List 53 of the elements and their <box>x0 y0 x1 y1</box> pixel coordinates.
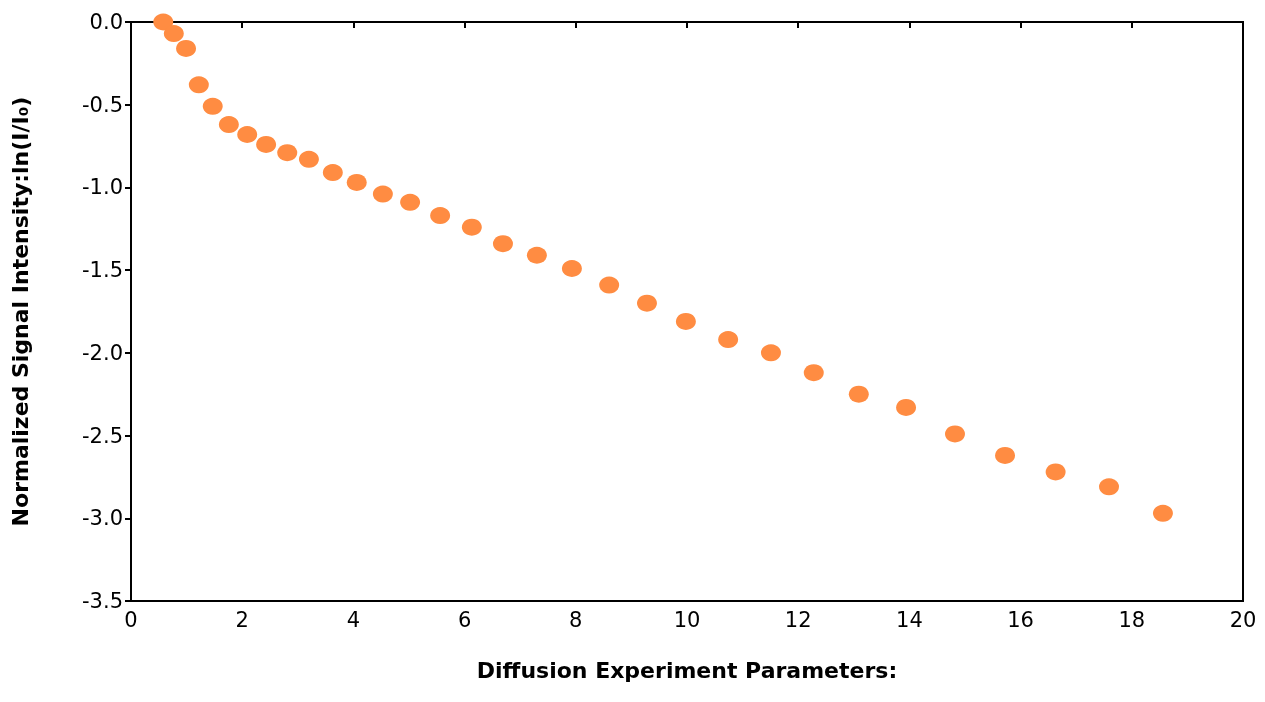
x-tick-label: 16 <box>1007 607 1034 632</box>
y-tick-label: -3.5 <box>82 589 123 613</box>
y-tick-label: -3.0 <box>82 506 123 531</box>
point <box>1099 478 1119 496</box>
point <box>176 39 197 57</box>
x-tick-label: 10 <box>673 607 701 632</box>
x-tick-label: 4 <box>346 607 361 632</box>
point <box>636 294 657 312</box>
y-tick-label: -2.5 <box>82 423 123 448</box>
y-tick-label: -1.0 <box>82 175 123 200</box>
point <box>202 97 223 115</box>
point <box>372 185 393 203</box>
point <box>995 446 1016 464</box>
point <box>561 259 582 277</box>
x-tick-label: 12 <box>784 607 812 632</box>
x-tick-label: 8 <box>569 607 583 632</box>
x-tick-label: 20 <box>1229 607 1257 632</box>
point <box>298 150 319 168</box>
x-tick-label: 2 <box>235 607 249 632</box>
point <box>218 116 239 134</box>
point <box>803 364 824 382</box>
point <box>237 126 258 143</box>
point <box>1045 463 1066 481</box>
point <box>400 193 421 211</box>
point <box>848 385 869 403</box>
y-axis-title: Normalized Signal Intensity:ln(I/I₀) <box>7 96 33 527</box>
point <box>1152 504 1173 522</box>
point <box>430 207 451 225</box>
point <box>760 344 781 362</box>
point <box>675 312 696 330</box>
point <box>346 173 367 191</box>
point <box>718 331 739 349</box>
x-tick-label: 6 <box>457 607 472 632</box>
y-tick-label: -1.5 <box>82 258 123 283</box>
x-tick-label: 18 <box>1118 607 1146 632</box>
point <box>322 164 343 182</box>
point <box>526 246 547 264</box>
x-tick-label: 14 <box>896 607 923 632</box>
point <box>461 218 482 236</box>
x-tick-label: 0 <box>124 607 138 632</box>
point <box>188 76 209 94</box>
point <box>153 13 174 31</box>
point <box>256 135 277 153</box>
y-tick-label: 0.0 <box>89 10 123 34</box>
point <box>277 144 298 162</box>
point <box>896 398 917 416</box>
y-tick-label: -0.5 <box>82 92 123 117</box>
point <box>945 425 965 443</box>
point <box>163 25 184 43</box>
point <box>492 235 513 253</box>
x-axis-title: Diffusion Experiment Parameters: <box>476 657 898 683</box>
point <box>599 276 620 294</box>
y-tick-label: -2.0 <box>82 340 123 365</box>
